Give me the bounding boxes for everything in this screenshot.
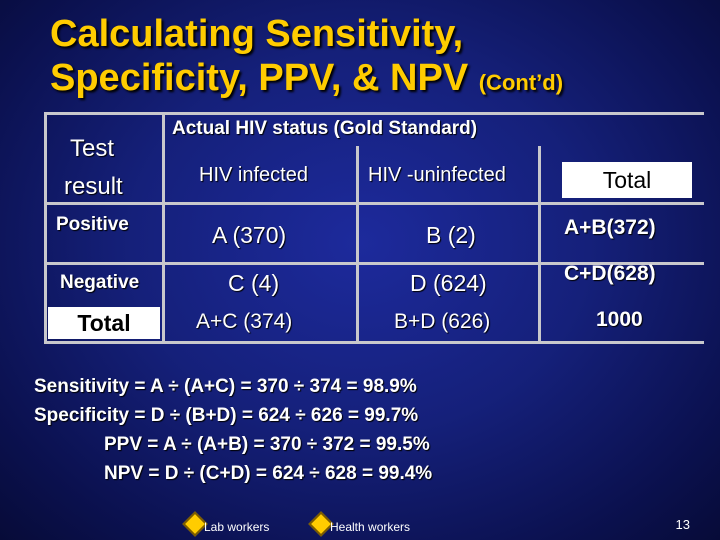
table-divider-middle (356, 146, 359, 344)
slide-title: Calculating Sensitivity, Specificity, PP… (50, 12, 563, 105)
formula-npv: NPV = D ÷ (C+D) = 624 ÷ 628 = 99.4% (104, 463, 433, 484)
formula-block: Sensitivity = A ÷ (A+C) = 370 ÷ 374 = 98… (34, 372, 432, 488)
title-line-2: Specificity, PPV, & NPV (Cont’d) (50, 56, 563, 105)
cell-b: B (2) (426, 222, 476, 248)
cell-d: D (624) (410, 270, 487, 296)
cell-b-plus-d: B+D (626) (394, 310, 491, 333)
row-label-total: Total (48, 307, 160, 339)
table-row-line-2 (44, 262, 704, 265)
cell-a-plus-c: A+C (374) (196, 310, 293, 333)
sensitivity-table: Test result Actual HIV status (Gold Stan… (44, 112, 704, 344)
formula-ppv: PPV = A ÷ (A+B) = 370 ÷ 372 = 99.5% (104, 434, 430, 455)
page-number: 13 (675, 517, 690, 532)
col-header-uninfected: HIV -uninfected (368, 164, 506, 186)
table-border-bottom (44, 341, 704, 344)
title-line-1: Calculating Sensitivity, (50, 13, 464, 55)
cell-grand-total: 1000 (596, 308, 643, 331)
table-divider-total (538, 146, 541, 344)
legend-health-workers: Health workers (330, 520, 411, 534)
row-label-negative: Negative (60, 272, 140, 293)
cell-a: A (370) (212, 222, 287, 248)
formula-specificity: Specificity = D ÷ (B+D) = 624 ÷ 626 = 99… (34, 405, 419, 426)
title-line-2-main: Specificity, PPV, & NPV (50, 57, 469, 99)
table-row-line-1 (44, 202, 704, 205)
cell-a-plus-b: A+B(372) (564, 216, 656, 239)
test-result-header: Test result (64, 130, 123, 206)
test-header-line2: result (64, 173, 123, 200)
table-divider-label (162, 112, 165, 344)
table-border-left (44, 112, 47, 344)
test-header-line1: Test (70, 135, 115, 162)
row-label-positive: Positive (56, 214, 129, 235)
title-suffix: (Cont’d) (478, 70, 564, 95)
table-border-top (44, 112, 704, 115)
col-header-total: Total (562, 162, 692, 198)
cell-c-plus-d: C+D(628) (564, 262, 656, 285)
gold-standard-header: Actual HIV status (Gold Standard) (172, 118, 478, 139)
cell-c: C (4) (228, 270, 280, 296)
formula-sensitivity: Sensitivity = A ÷ (A+C) = 370 ÷ 374 = 98… (34, 376, 417, 397)
legend-lab-workers: Lab workers (204, 520, 270, 534)
col-header-infected: HIV infected (199, 164, 308, 186)
